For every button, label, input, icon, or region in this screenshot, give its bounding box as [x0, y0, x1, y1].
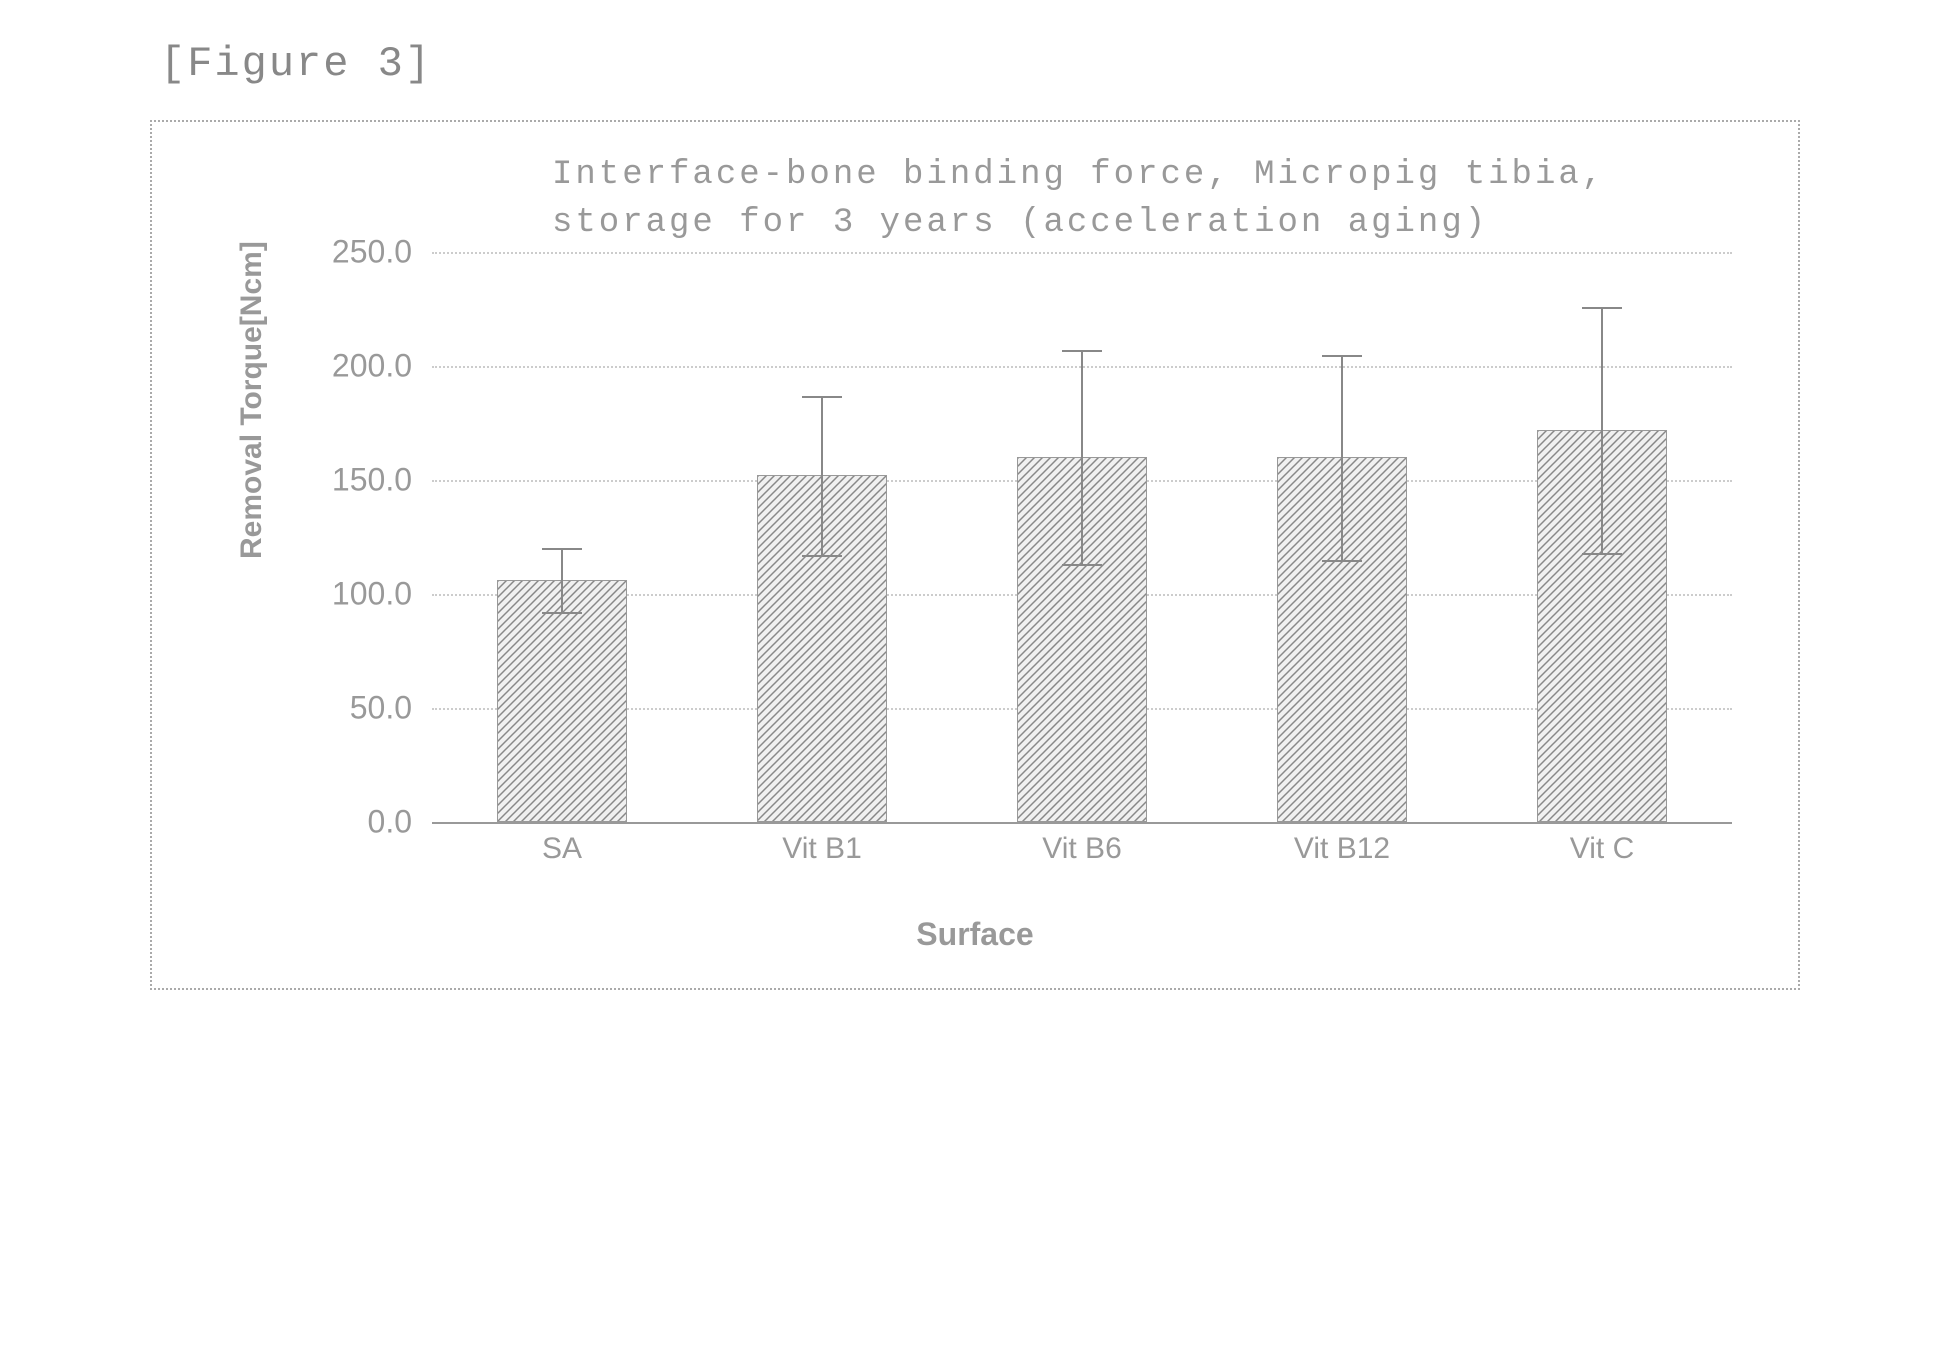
gridline: [432, 822, 1732, 824]
error-bar-cap-upper: [542, 548, 582, 550]
bar: [497, 580, 627, 822]
error-bar-line: [561, 548, 563, 612]
gridline: [432, 252, 1732, 254]
x-tick-label: SA: [542, 832, 582, 866]
x-tick-label: Vit B1: [782, 832, 862, 866]
chart-title-line2: storage for 3 years (acceleration aging): [552, 204, 1488, 242]
y-tick-label: 100.0: [292, 576, 412, 613]
error-bar-cap-upper: [1322, 355, 1362, 357]
y-tick-label: 200.0: [292, 348, 412, 385]
error-bar-line: [821, 396, 823, 556]
error-bar-cap-lower: [1062, 564, 1102, 566]
chart-title-line1: Interface-bone binding force, Micropig t…: [552, 156, 1605, 194]
error-bar-line: [1081, 350, 1083, 564]
error-bar-line: [1341, 355, 1343, 560]
error-bar-cap-lower: [1322, 560, 1362, 562]
y-tick-label: 250.0: [292, 234, 412, 271]
y-tick-label: 150.0: [292, 462, 412, 499]
x-tick-label: Vit C: [1570, 832, 1634, 866]
error-bar-cap-upper: [1062, 350, 1102, 352]
plot-area: 0.050.0100.0150.0200.0250.0SAVit B1Vit B…: [432, 252, 1732, 822]
chart-container: Interface-bone binding force, Micropig t…: [150, 120, 1800, 990]
x-tick-label: Vit B12: [1294, 832, 1390, 866]
error-bar-cap-lower: [1582, 553, 1622, 555]
error-bar-cap-lower: [542, 612, 582, 614]
x-tick-label: Vit B6: [1042, 832, 1122, 866]
error-bar-line: [1601, 307, 1603, 553]
figure-label: [Figure 3]: [160, 40, 432, 88]
x-axis-label: Surface: [916, 916, 1033, 953]
y-tick-label: 50.0: [292, 690, 412, 727]
chart-title: Interface-bone binding force, Micropig t…: [552, 152, 1605, 247]
error-bar-cap-lower: [802, 555, 842, 557]
error-bar-cap-upper: [802, 396, 842, 398]
y-tick-label: 0.0: [292, 804, 412, 841]
error-bar-cap-upper: [1582, 307, 1622, 309]
y-axis-label: Removal Torque[Ncm]: [235, 241, 269, 559]
